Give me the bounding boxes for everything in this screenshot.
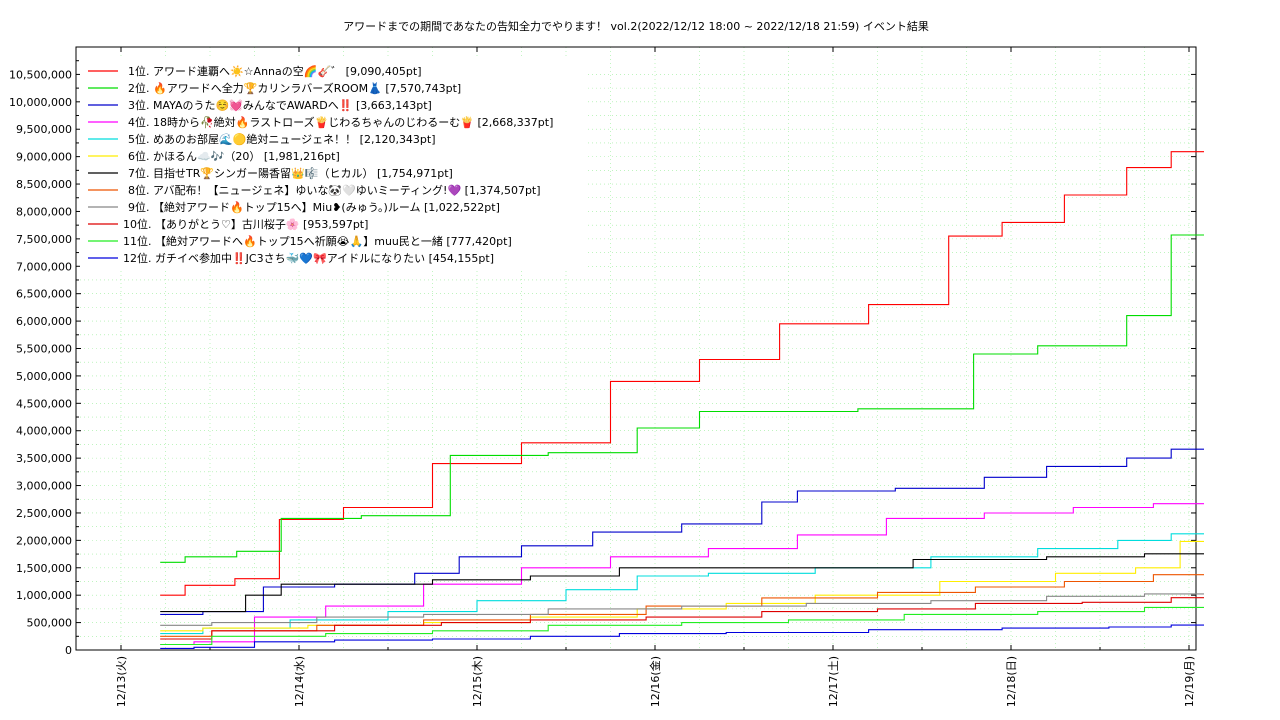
y-tick-label: 6,500,000 xyxy=(16,288,72,301)
x-tick-label: 12/18(日) xyxy=(1005,656,1018,707)
y-tick-label: 2,000,000 xyxy=(16,534,72,547)
y-tick-label: 10,500,000 xyxy=(9,68,72,81)
chart-title: アワードまでの期間であなたの告知全力でやります！ vol.2(2022/12/1… xyxy=(343,19,929,33)
x-axis: 12/13(火) 12/14(水) 12/15(木) 12/16(金) 12/17(土)… xyxy=(115,47,1196,707)
y-tick-label: 9,500,000 xyxy=(16,123,72,136)
series-line-9 xyxy=(160,593,1204,626)
x-tick-label: 12/14(水) xyxy=(293,656,306,707)
y-tick-label: 4,000,000 xyxy=(16,425,72,438)
legend: 1位. アワード連覇へ☀️☆Annaの空🌈🎸゛ [9,090,405pt] 2位.… xyxy=(80,58,585,270)
y-tick-label: 4,500,000 xyxy=(16,397,72,410)
legend-entry: 5位. めあのお部屋🌊🟡絶対ニュージェネ！！ [2,120,343pt] xyxy=(128,132,436,146)
y-tick-label: 5,000,000 xyxy=(16,370,72,383)
y-tick-label: 0 xyxy=(65,644,72,657)
series-line-2 xyxy=(160,234,1204,563)
y-tick-label: 10,000,000 xyxy=(9,96,72,109)
y-tick-label: 1,500,000 xyxy=(16,562,72,575)
x-tick-label: 12/19(月) xyxy=(1183,656,1196,707)
series-line-10 xyxy=(160,597,1204,640)
legend-entry: 9位. 【絶対アワード🔥トップ15へ】Miu❥(みゅう。)ルーム [1,022,… xyxy=(128,200,500,214)
legend-background xyxy=(80,58,585,270)
legend-entry: 2位. 🔥アワードへ全力🏆カリンラバーズROOM👗 [7,570,743pt] xyxy=(128,81,461,95)
legend-entry: 1位. アワード連覇へ☀️☆Annaの空🌈🎸゛ [9,090,405pt] xyxy=(128,64,422,78)
y-tick-label: 7,000,000 xyxy=(16,260,72,273)
legend-entry: 6位. かほるん☁️🎶（20） [1,981,216pt] xyxy=(128,149,340,163)
legend-entry: 3位. MAYAのうた☺️💓みんなでAWARDへ‼️ [3,663,143pt] xyxy=(128,98,432,112)
y-tick-label: 9,000,000 xyxy=(16,151,72,164)
y-axis: 0 500,000 1,000,000 1,500,000 2,000,000 2,500… xyxy=(9,60,1196,657)
series-line-4 xyxy=(160,503,1204,646)
x-tick-label: 12/15(木) xyxy=(471,656,484,707)
series-line-3 xyxy=(160,448,1204,615)
series-line-12 xyxy=(160,624,1204,649)
y-tick-label: 1,000,000 xyxy=(16,589,72,602)
series-line-11 xyxy=(160,606,1204,646)
legend-entry: 4位. 18時から🥀絶対🔥ラストローズ🍟じわるちゃんのじわるーむ🍟 [2,668… xyxy=(128,115,553,129)
legend-entry: 11位. 【絶対アワードへ🔥トップ15へ祈願😭🙏】muu民と一緒 [777,42… xyxy=(123,234,512,248)
legend-entry: 7位. 目指せTR🏆シンガー陽香留👑🎼（ヒカル） [1,754,971pt] xyxy=(128,166,453,180)
series-line-7 xyxy=(160,553,1204,613)
y-tick-label: 8,000,000 xyxy=(16,205,72,218)
y-tick-label: 5,500,000 xyxy=(16,343,72,356)
y-tick-label: 8,500,000 xyxy=(16,178,72,191)
x-tick-label: 12/16(金) xyxy=(648,656,662,707)
series-lines xyxy=(160,151,1204,649)
y-tick-label: 6,000,000 xyxy=(16,315,72,328)
legend-entry: 12位. ガチイベ参加中‼️JC3さち🐳💙🎀アイドルになりたい [454,155… xyxy=(123,251,494,265)
y-tick-label: 3,000,000 xyxy=(16,480,72,493)
y-tick-label: 500,000 xyxy=(27,617,73,630)
series-line-1 xyxy=(160,151,1204,596)
y-tick-label: 3,500,000 xyxy=(16,452,72,465)
legend-entry: 10位. 【ありがとう♡】古川桜子🌸 [953,597pt] xyxy=(123,217,368,231)
series-line-5 xyxy=(160,533,1204,635)
y-tick-label: 7,500,000 xyxy=(16,233,72,246)
x-tick-label: 12/17(土) xyxy=(827,656,840,707)
y-tick-label: 2,500,000 xyxy=(16,507,72,520)
x-tick-label: 12/13(火) xyxy=(115,656,128,707)
legend-entry: 8位. アバ配布！【ニュージェネ】ゆいな🐼🤍ゆいミーティング!💜 [1,374,… xyxy=(128,183,541,197)
